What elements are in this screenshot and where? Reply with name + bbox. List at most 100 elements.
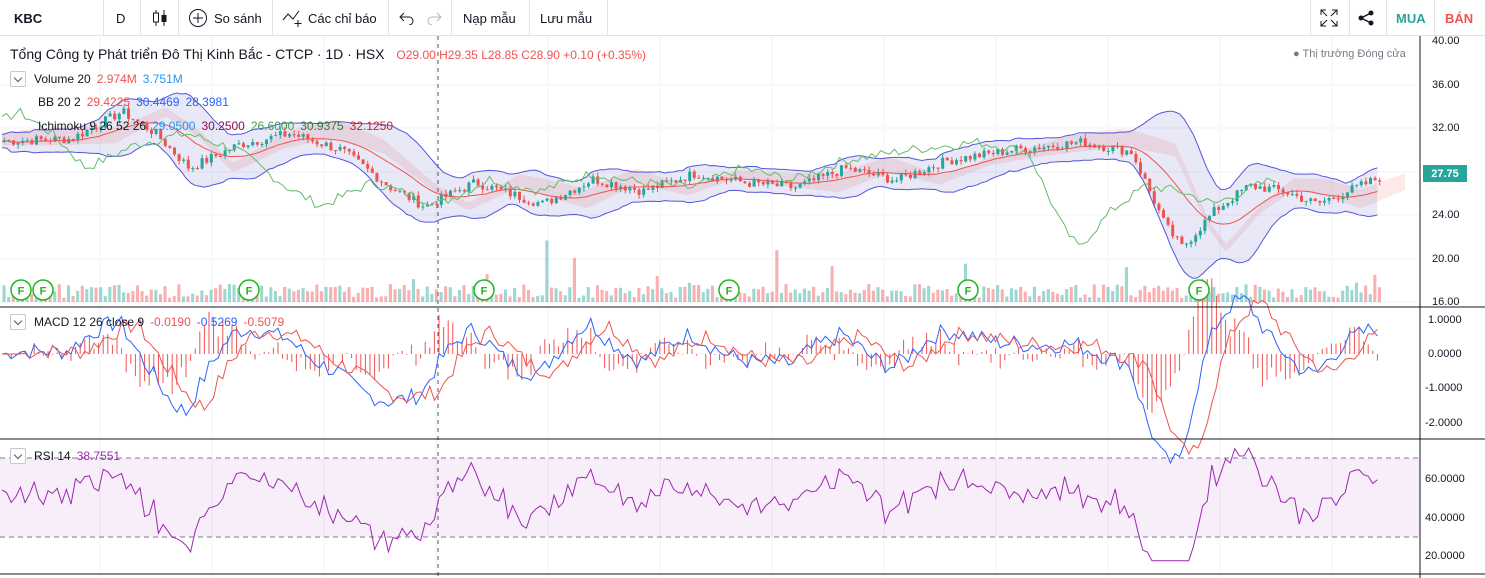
volume-bar — [996, 285, 1000, 302]
candle-body — [1355, 184, 1359, 186]
candle-body — [628, 187, 632, 191]
candle-body — [550, 198, 554, 204]
candle-body — [150, 129, 153, 134]
share-button[interactable] — [1358, 0, 1374, 36]
volume-bar — [1083, 294, 1087, 302]
macd-plot — [1, 278, 1378, 465]
volume-bar — [931, 292, 935, 302]
chart-type-button[interactable] — [152, 0, 168, 36]
volume-bar — [329, 287, 333, 302]
indicators-button[interactable]: Các chỉ báo — [282, 0, 377, 36]
candle-body — [352, 151, 356, 156]
volume-bar — [784, 284, 788, 302]
collapse-legend-button[interactable] — [10, 71, 26, 87]
sell-button[interactable]: BÁN — [1445, 10, 1474, 26]
volume-bar — [1046, 289, 1050, 302]
volume-bar — [623, 293, 627, 302]
candle-body — [1180, 236, 1184, 245]
undo-button[interactable] — [399, 0, 415, 36]
candle-body — [964, 156, 968, 162]
volume-bar — [7, 297, 11, 302]
volume-bar — [11, 295, 15, 302]
candle-body — [168, 145, 172, 148]
volume-bar — [1175, 287, 1179, 302]
price-candles — [2, 105, 1382, 248]
dividend-marker-label: F — [481, 286, 488, 298]
volume-bar — [181, 296, 185, 302]
volume-bar — [1336, 297, 1340, 302]
volume-bar — [393, 289, 397, 302]
volume-bar — [1074, 285, 1078, 302]
bb-legend[interactable]: BB 20 2 29.4225 30.4469 28.3981 — [38, 95, 229, 109]
volume-bar — [1262, 289, 1266, 302]
save-template-button[interactable]: Lưu mẫu — [540, 10, 593, 26]
volume-bar — [1088, 297, 1092, 302]
candle-body — [991, 152, 995, 155]
ichimoku-span-a: 30.9375 — [300, 119, 344, 133]
ichimoku-legend[interactable]: Ichimoku 9 26 52 26 29.0500 30.2500 26.6… — [38, 119, 393, 133]
volume-bar — [66, 285, 70, 302]
candle-body — [412, 195, 416, 200]
dividend-marker — [1188, 279, 1210, 301]
fullscreen-icon — [1320, 9, 1338, 27]
candle-body — [315, 141, 319, 145]
candle-body — [1024, 148, 1027, 153]
candle-body — [794, 187, 797, 189]
volume-bar — [513, 287, 517, 302]
symbol-search[interactable]: KBC — [14, 10, 43, 26]
candle-body — [1143, 173, 1147, 179]
macd-name: MACD 12 26 close 9 — [34, 315, 145, 329]
volume-bar — [62, 297, 66, 302]
volume-bar — [743, 293, 747, 302]
volume-name: Volume 20 — [34, 72, 91, 86]
volume-bar — [1065, 289, 1069, 302]
candle-body — [1033, 147, 1037, 152]
volume-bar — [53, 291, 57, 302]
candle-body — [380, 181, 383, 183]
candle-body — [173, 147, 176, 155]
candle-body — [1226, 202, 1230, 206]
volume-bar — [526, 290, 530, 302]
volume-bar — [416, 288, 420, 302]
interval-button[interactable]: D — [116, 10, 126, 26]
candle-body — [499, 187, 503, 190]
volume-bar — [821, 292, 825, 302]
collapse-rsi-button[interactable] — [10, 448, 26, 464]
volume-bar — [356, 293, 360, 302]
volume-bar — [1005, 296, 1009, 302]
volume-bar — [646, 286, 650, 302]
redo-button[interactable] — [426, 0, 442, 36]
volume-bar — [1138, 289, 1142, 302]
candle-body — [159, 129, 163, 140]
compare-button[interactable]: So sánh — [188, 0, 262, 36]
candle-body — [1070, 141, 1073, 144]
volume-bar — [1207, 291, 1211, 302]
candle-body — [886, 174, 889, 183]
volume-bar — [361, 287, 365, 302]
candle-body — [1111, 146, 1115, 152]
volume-bar — [1350, 290, 1354, 302]
volume-bar — [407, 290, 411, 302]
volume-bar — [89, 287, 93, 302]
candle-body — [16, 143, 20, 145]
candle-body — [1005, 152, 1009, 155]
buy-button[interactable]: MUA — [1396, 10, 1426, 26]
candle-body — [844, 165, 848, 168]
candle-body — [81, 133, 84, 137]
volume-bar — [651, 289, 655, 302]
candle-body — [320, 144, 324, 147]
candle-body — [1185, 243, 1188, 245]
volume-bar — [628, 291, 632, 302]
candle-body — [472, 179, 475, 183]
candle-body — [541, 200, 544, 203]
load-template-button[interactable]: Nạp mẫu — [463, 10, 516, 26]
fullscreen-button[interactable] — [1320, 0, 1338, 36]
candle-body — [1065, 141, 1069, 149]
candle-body — [398, 190, 402, 192]
volume-bar — [204, 295, 208, 302]
collapse-macd-button[interactable] — [10, 314, 26, 330]
volume-bar — [540, 295, 544, 302]
candle-body — [490, 185, 494, 190]
volume-bar — [57, 284, 61, 302]
